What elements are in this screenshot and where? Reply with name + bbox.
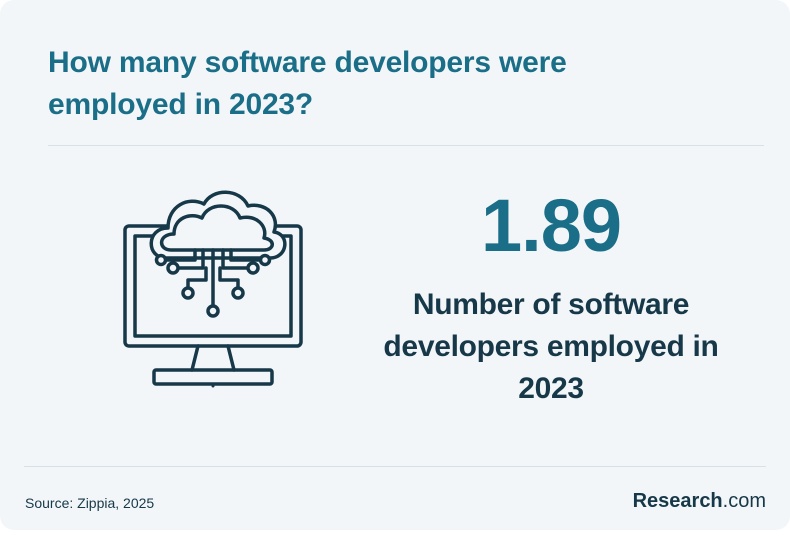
brand-tld: .com: [722, 490, 766, 512]
circuit-nodes: [154, 253, 272, 318]
stat-value: 1.89: [480, 184, 622, 267]
source-note: Source: Zippia, 2025: [25, 495, 155, 511]
stat-description: Number of software developers employed i…: [383, 288, 719, 405]
bottom-divider: [24, 466, 766, 467]
monitor-stand: [190, 344, 236, 372]
cloud-computing-monitor-icon: [123, 190, 303, 388]
brand-logo: Research.com: [620, 489, 766, 513]
monitor-base: [152, 368, 274, 386]
page-title: How many software developers were employ…: [48, 46, 567, 121]
brand-name: Research: [632, 490, 723, 512]
circuit-lines: [164, 248, 262, 308]
top-divider: [48, 145, 764, 146]
cloud-inner-outline: [159, 204, 274, 252]
base-dot: [211, 384, 215, 388]
cloud-outline: [149, 190, 287, 260]
